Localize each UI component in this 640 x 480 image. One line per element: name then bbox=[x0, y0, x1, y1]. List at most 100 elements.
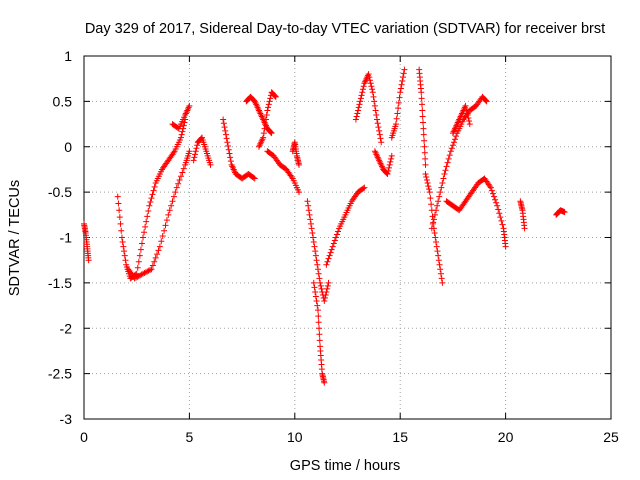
data-point bbox=[496, 210, 503, 217]
data-point bbox=[375, 124, 382, 131]
data-point bbox=[463, 105, 470, 112]
data-point bbox=[376, 127, 383, 134]
data-point bbox=[306, 211, 313, 218]
data-point bbox=[394, 110, 401, 117]
data-point bbox=[400, 70, 407, 77]
data-point bbox=[439, 279, 446, 286]
data-point bbox=[433, 239, 440, 246]
data-point bbox=[266, 98, 273, 105]
data-point bbox=[169, 198, 176, 205]
data-point bbox=[398, 81, 405, 88]
data-point bbox=[493, 199, 500, 206]
data-point bbox=[444, 159, 451, 166]
data-point bbox=[310, 239, 317, 246]
data-point bbox=[151, 258, 158, 265]
data-point bbox=[118, 234, 125, 241]
data-point bbox=[497, 214, 504, 221]
data-point bbox=[136, 252, 143, 259]
data-point bbox=[272, 93, 279, 100]
data-point bbox=[355, 107, 362, 114]
data-point bbox=[151, 183, 158, 190]
data-point bbox=[399, 77, 406, 84]
data-point bbox=[359, 86, 366, 93]
data-point bbox=[357, 95, 364, 102]
y-tick-label: 0 bbox=[64, 139, 72, 155]
data-point bbox=[422, 170, 429, 177]
x-tick-label: 20 bbox=[498, 429, 514, 445]
data-point bbox=[85, 257, 92, 264]
data-point bbox=[315, 313, 322, 320]
chart-title: Day 329 of 2017, Sidereal Day-to-day VTE… bbox=[85, 21, 605, 37]
data-point bbox=[395, 99, 402, 106]
data-point bbox=[115, 200, 122, 207]
data-point bbox=[422, 155, 429, 162]
data-point bbox=[443, 163, 450, 170]
data-point bbox=[314, 307, 321, 314]
data-point bbox=[354, 110, 361, 117]
data-point bbox=[357, 98, 364, 105]
data-point bbox=[121, 248, 128, 255]
data-point bbox=[366, 74, 373, 81]
data-point bbox=[147, 267, 154, 274]
data-point bbox=[313, 298, 320, 305]
data-point bbox=[521, 225, 528, 232]
data-point bbox=[146, 202, 153, 209]
data-point bbox=[392, 121, 399, 128]
data-point bbox=[223, 135, 230, 142]
data-point bbox=[119, 239, 126, 246]
data-point bbox=[360, 185, 367, 192]
data-point bbox=[420, 119, 427, 126]
data-point bbox=[311, 243, 318, 250]
data-point bbox=[221, 124, 228, 131]
data-point bbox=[426, 189, 433, 196]
data-point bbox=[179, 128, 186, 135]
data-point bbox=[155, 247, 162, 254]
data-point bbox=[144, 213, 151, 220]
data-point bbox=[377, 135, 384, 142]
data-point bbox=[178, 131, 185, 138]
data-point bbox=[148, 195, 155, 202]
data-point bbox=[251, 175, 258, 182]
data-point bbox=[316, 337, 323, 344]
data-point bbox=[162, 222, 169, 229]
data-point bbox=[191, 154, 198, 161]
data-point bbox=[325, 255, 332, 262]
data-point bbox=[453, 133, 460, 140]
data-point bbox=[263, 111, 270, 118]
data-point bbox=[333, 231, 340, 238]
data-point bbox=[175, 180, 182, 187]
data-point bbox=[324, 258, 331, 265]
data-point bbox=[322, 291, 329, 298]
data-point bbox=[335, 228, 342, 235]
data-point bbox=[450, 139, 457, 146]
data-point bbox=[418, 89, 425, 96]
data-point bbox=[114, 193, 121, 200]
x-tick-label: 5 bbox=[186, 429, 194, 445]
data-point bbox=[305, 207, 312, 214]
data-point bbox=[163, 217, 170, 224]
data-point bbox=[172, 189, 179, 196]
y-tick-label: -1 bbox=[60, 230, 73, 246]
data-point bbox=[352, 116, 359, 123]
x-axis-label: GPS time / hours bbox=[290, 458, 400, 474]
data-point bbox=[316, 275, 323, 282]
data-point bbox=[161, 227, 168, 234]
data-point bbox=[436, 193, 443, 200]
data-point bbox=[388, 152, 395, 159]
data-point bbox=[149, 191, 156, 198]
data-point bbox=[159, 232, 166, 239]
data-point bbox=[367, 80, 374, 87]
data-point bbox=[488, 187, 495, 194]
data-point bbox=[264, 107, 271, 114]
data-point bbox=[137, 246, 144, 253]
data-point bbox=[368, 83, 375, 90]
data-point bbox=[328, 246, 335, 253]
data-point bbox=[359, 89, 366, 96]
data-point bbox=[435, 257, 442, 264]
data-point bbox=[312, 293, 319, 300]
data-point bbox=[561, 209, 568, 216]
data-point bbox=[314, 302, 321, 309]
data-point bbox=[447, 148, 454, 155]
data-point bbox=[437, 270, 444, 277]
y-tick-label: -2.5 bbox=[48, 366, 72, 382]
